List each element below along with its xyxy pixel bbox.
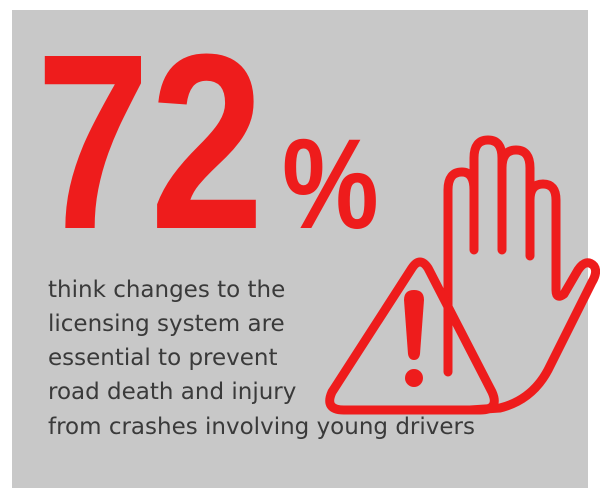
hand (443, 135, 600, 415)
warning-triangle (325, 257, 499, 415)
caption-line: road death and injury (48, 379, 296, 405)
exclamation-dot (405, 369, 423, 387)
stat-symbol: % (282, 113, 379, 256)
caption-line: from crashes involving young drivers (48, 414, 475, 440)
exclamation-bar (404, 290, 424, 360)
caption-line: essential to prevent (48, 345, 278, 371)
caption-line: think changes to the (48, 277, 285, 303)
stat-number: 72 (36, 3, 264, 282)
caption-line: licensing system are (48, 311, 285, 337)
hand-warning-icon (325, 135, 600, 415)
